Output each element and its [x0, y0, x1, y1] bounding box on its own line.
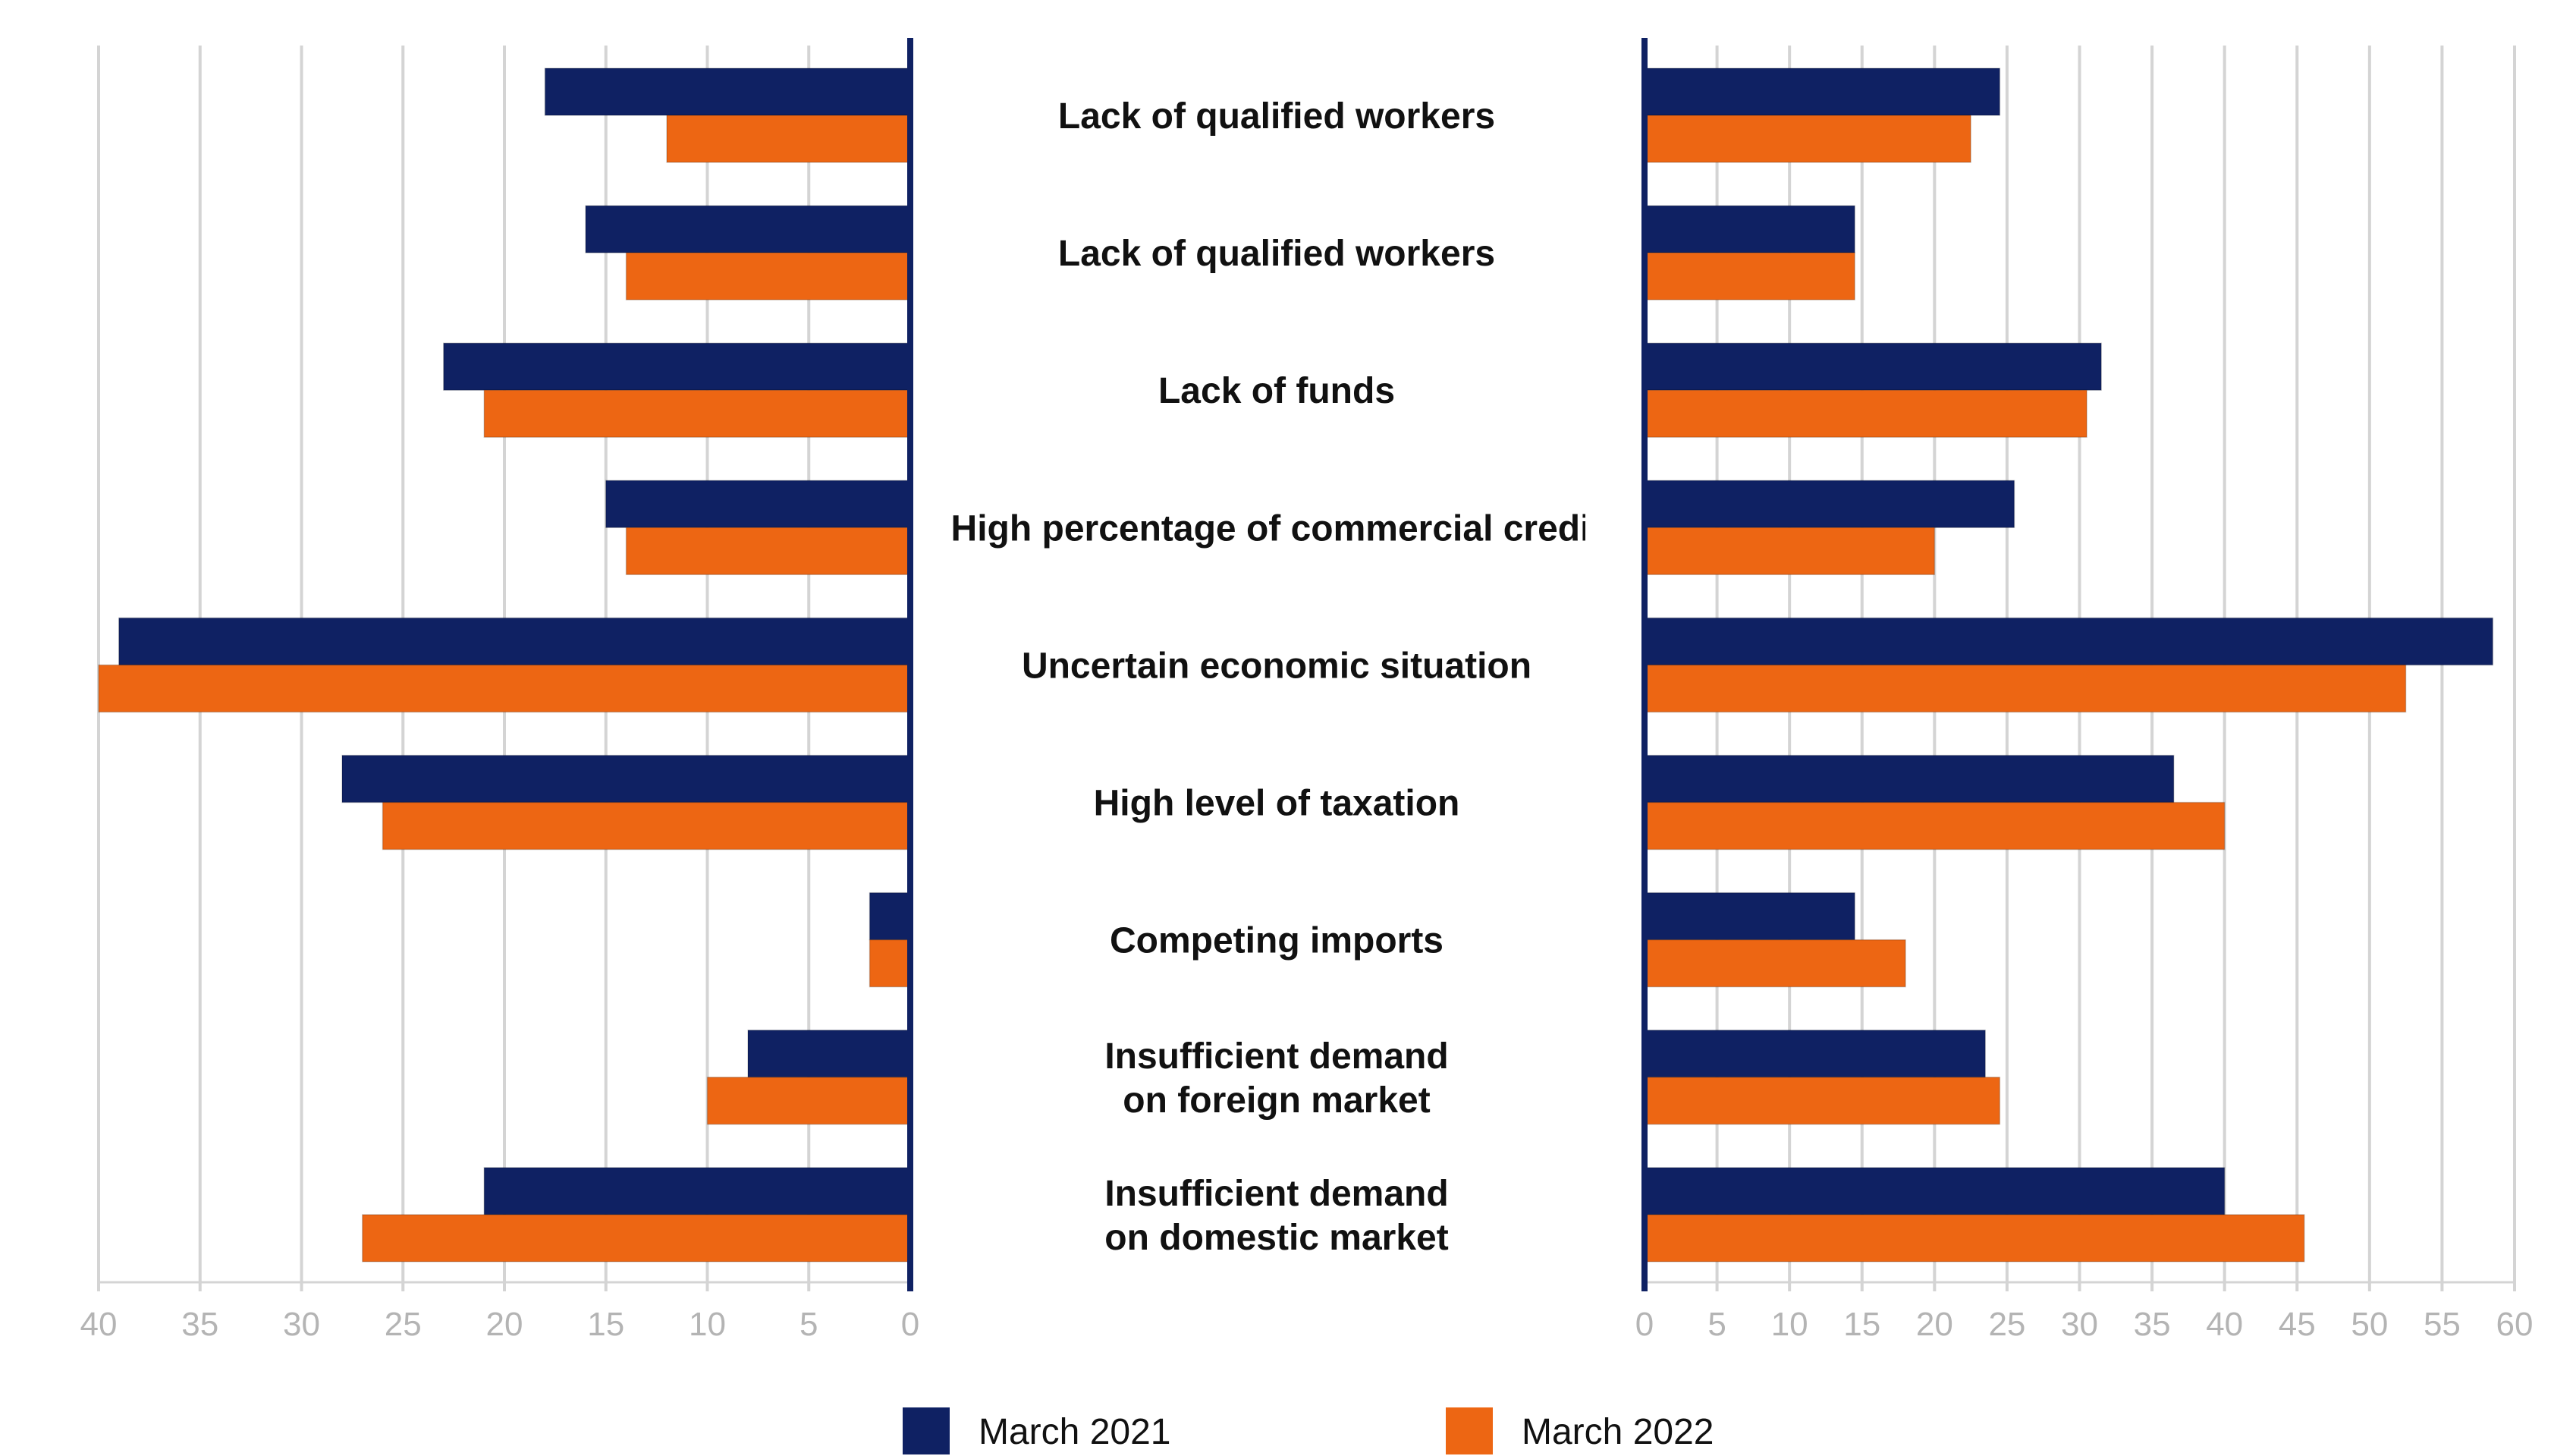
bar-left-march-2022	[869, 939, 911, 988]
category-label: Lack of qualified workers	[1058, 234, 1495, 274]
bar-left-march-2021	[483, 1167, 911, 1215]
bar-left-march-2021	[544, 68, 911, 116]
category-label: Uncertain economic situation	[1022, 646, 1531, 686]
bar-right-march-2021	[1644, 754, 2175, 803]
bar-right-march-2021	[1644, 342, 2102, 391]
tick-label: 40	[2206, 1306, 2243, 1343]
legend-swatch-march-2021	[903, 1407, 950, 1454]
bar-left-march-2021	[747, 1030, 911, 1078]
bar-left-march-2022	[666, 115, 911, 163]
bar-right-march-2021	[1644, 480, 2015, 529]
tick-label: 50	[2351, 1306, 2388, 1343]
category-label: Competing imports	[1110, 921, 1444, 961]
category-label: Lack of funds	[1158, 371, 1395, 411]
category-label: Insufficient demand	[1104, 1036, 1448, 1077]
bar-right-march-2021	[1644, 205, 1855, 253]
category-label: High percentage of commercial credit	[951, 508, 1603, 549]
bar-left-march-2022	[625, 252, 911, 300]
bar-right-march-2022	[1644, 939, 1906, 988]
legend-swatch-march-2022	[1446, 1407, 1493, 1454]
bar-left-march-2021	[443, 342, 911, 391]
bar-right-march-2021	[1644, 1167, 2226, 1215]
tick-label: 45	[2279, 1306, 2316, 1343]
tick-label: 5	[800, 1306, 818, 1343]
tick-label: 35	[2134, 1306, 2171, 1343]
tick-label: 60	[2496, 1306, 2534, 1343]
legend-label: March 2022	[1522, 1412, 1714, 1452]
tick-label: 25	[1988, 1306, 2025, 1343]
bar-right-march-2021	[1644, 892, 1855, 941]
category-label: Lack of qualified workers	[1058, 96, 1495, 137]
tick-label: 30	[283, 1306, 320, 1343]
bar-right-march-2021	[1644, 68, 2001, 116]
legend-label: March 2021	[979, 1412, 1170, 1452]
bar-left-march-2021	[869, 892, 911, 941]
tick-label: 0	[1635, 1306, 1654, 1343]
tick-label: 10	[1771, 1306, 1808, 1343]
tick-label: 35	[181, 1306, 218, 1343]
category-label: on foreign market	[1123, 1080, 1430, 1121]
left-panel: 40 35 30 25 20 15 10 5 0	[80, 38, 919, 1343]
category-labels: Lack of qualified workers Lack of qualifi…	[951, 96, 1603, 1258]
tick-label: 40	[80, 1306, 118, 1343]
legend: March 2021 March 2022	[903, 1407, 1714, 1454]
bar-right-march-2022	[1644, 1214, 2305, 1263]
bar-right-march-2022	[1644, 1077, 2001, 1125]
tick-label: 20	[1916, 1306, 1953, 1343]
category-label: Insufficient demand	[1104, 1174, 1448, 1214]
tick-label: 10	[689, 1306, 726, 1343]
bar-left-march-2022	[483, 389, 911, 438]
bar-left-march-2021	[605, 480, 911, 529]
bar-left-march-2022	[362, 1214, 911, 1263]
bar-left-march-2022	[625, 527, 911, 576]
bar-right-march-2022	[1644, 527, 1936, 576]
bar-right-march-2022	[1644, 389, 2088, 438]
tick-label: 15	[587, 1306, 624, 1343]
bar-left-march-2021	[341, 754, 911, 803]
bar-right-march-2021	[1644, 1030, 1986, 1078]
tick-label: 5	[1707, 1306, 1726, 1343]
bar-left-march-2022	[382, 801, 911, 851]
tick-label: 55	[2424, 1306, 2461, 1343]
bar-left-march-2022	[706, 1077, 911, 1125]
tick-label: 0	[901, 1306, 919, 1343]
tick-label: 20	[486, 1306, 523, 1343]
bar-left-march-2022	[98, 664, 911, 713]
tick-label: 25	[385, 1306, 422, 1343]
bar-right-march-2022	[1644, 115, 1971, 163]
bar-right-march-2022	[1644, 801, 2226, 851]
bar-right-march-2022	[1644, 252, 1855, 300]
tick-label: 30	[2061, 1306, 2098, 1343]
bar-right-march-2021	[1644, 617, 2494, 666]
tick-label: 15	[1843, 1306, 1880, 1343]
bar-right-march-2022	[1644, 664, 2407, 713]
bar-left-march-2021	[118, 617, 911, 666]
category-label: on domestic market	[1104, 1218, 1448, 1258]
bar-left-march-2021	[585, 205, 911, 253]
category-label: High level of taxation	[1094, 784, 1460, 824]
right-panel: 0 5 10 15 20 25 30 35 40 45 50 55 60	[1635, 38, 2534, 1343]
